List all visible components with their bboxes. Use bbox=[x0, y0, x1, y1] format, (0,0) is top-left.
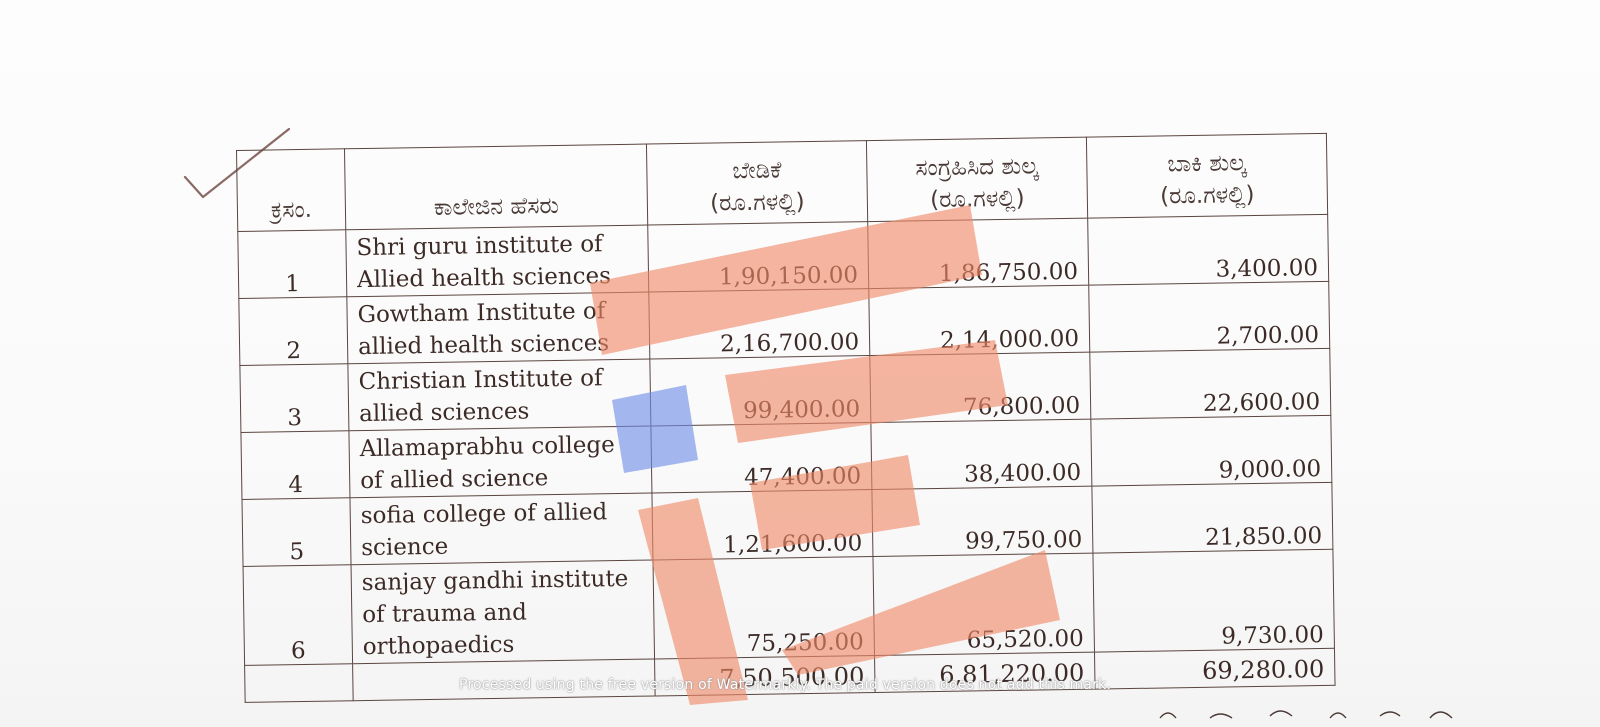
cell-sno: 4 bbox=[240, 430, 350, 500]
cell-balance: 9,000.00 bbox=[1090, 415, 1332, 487]
cell-demand: 75,250.00 bbox=[652, 556, 875, 659]
table-row: 6 sanjay gandhi institute of trauma and … bbox=[243, 549, 1335, 666]
cell-demand: 1,21,600.00 bbox=[651, 489, 873, 561]
cell-sno: 6 bbox=[243, 564, 353, 666]
cell-demand: 1,90,150.00 bbox=[647, 221, 869, 293]
cell-collected: 1,86,750.00 bbox=[867, 218, 1089, 289]
cell-demand: 99,400.00 bbox=[649, 355, 871, 427]
cell-sno: 5 bbox=[241, 497, 352, 567]
cell-college-name: Christian Institute of allied sciences bbox=[347, 359, 651, 431]
cell-collected: 2,14,000.00 bbox=[868, 285, 1090, 356]
cell-college-name: Allamaprabhu college of allied science bbox=[348, 426, 652, 498]
fee-table-container: ಕ್ರಸಂ. ಕಾಲೇಜಿನ ಹೆಸರು ಬೇಡಿಕೆ (ರೂ.ಗಳಲ್ಲಿ) … bbox=[236, 133, 1345, 703]
cropped-text-fragment bbox=[1159, 710, 1453, 719]
cell-sno: 1 bbox=[237, 229, 347, 299]
cell-balance: 22,600.00 bbox=[1089, 348, 1331, 420]
cell-collected: 65,520.00 bbox=[872, 553, 1095, 656]
cell-balance: 9,730.00 bbox=[1092, 549, 1335, 653]
header-college-name: ಕಾಲೇಜಿನ ಹೆಸರು bbox=[344, 144, 648, 230]
cell-collected: 38,400.00 bbox=[870, 419, 1092, 490]
cell-balance: 3,400.00 bbox=[1087, 214, 1329, 286]
header-demand: ಬೇಡಿಕೆ (ರೂ.ಗಳಲ್ಲಿ) bbox=[646, 140, 868, 226]
header-balance-fee: ಬಾಕಿ ಶುಲ್ಕ (ರೂ.ಗಳಲ್ಲಿ) bbox=[1086, 133, 1328, 219]
header-sno: ಕ್ರಸಂ. bbox=[236, 148, 346, 232]
cell-college-name: Shri guru institute of Allied health sci… bbox=[345, 225, 649, 297]
cell-demand: 2,16,700.00 bbox=[648, 288, 870, 360]
cell-collected: 99,750.00 bbox=[871, 486, 1093, 557]
cell-balance: 21,850.00 bbox=[1091, 482, 1333, 554]
cell-collected: 76,800.00 bbox=[869, 352, 1091, 423]
header-collected-fee: ಸಂಗ್ರಹಿಸಿದ ಶುಲ್ಕ (ರೂ.ಗಳಲ್ಲಿ) bbox=[866, 137, 1088, 222]
cell-college-name: sofia college of allied science bbox=[349, 493, 653, 565]
cell-college-name: Gowtham Institute of allied health scien… bbox=[346, 292, 650, 364]
cell-college-name: sanjay gandhi institute of trauma and or… bbox=[351, 560, 655, 664]
cell-balance: 2,700.00 bbox=[1088, 281, 1330, 353]
watermark-text: Processed using the free version of Wate… bbox=[459, 677, 1111, 693]
cell-demand: 47,400.00 bbox=[650, 422, 872, 494]
fee-table: ಕ್ರಸಂ. ಕಾಲೇಜಿನ ಹೆಸರು ಬೇಡಿಕೆ (ರೂ.ಗಳಲ್ಲಿ) … bbox=[236, 133, 1336, 703]
cell-sno: 2 bbox=[238, 296, 348, 366]
cell-sno: 3 bbox=[239, 363, 349, 433]
check-mark-icon bbox=[183, 127, 291, 199]
